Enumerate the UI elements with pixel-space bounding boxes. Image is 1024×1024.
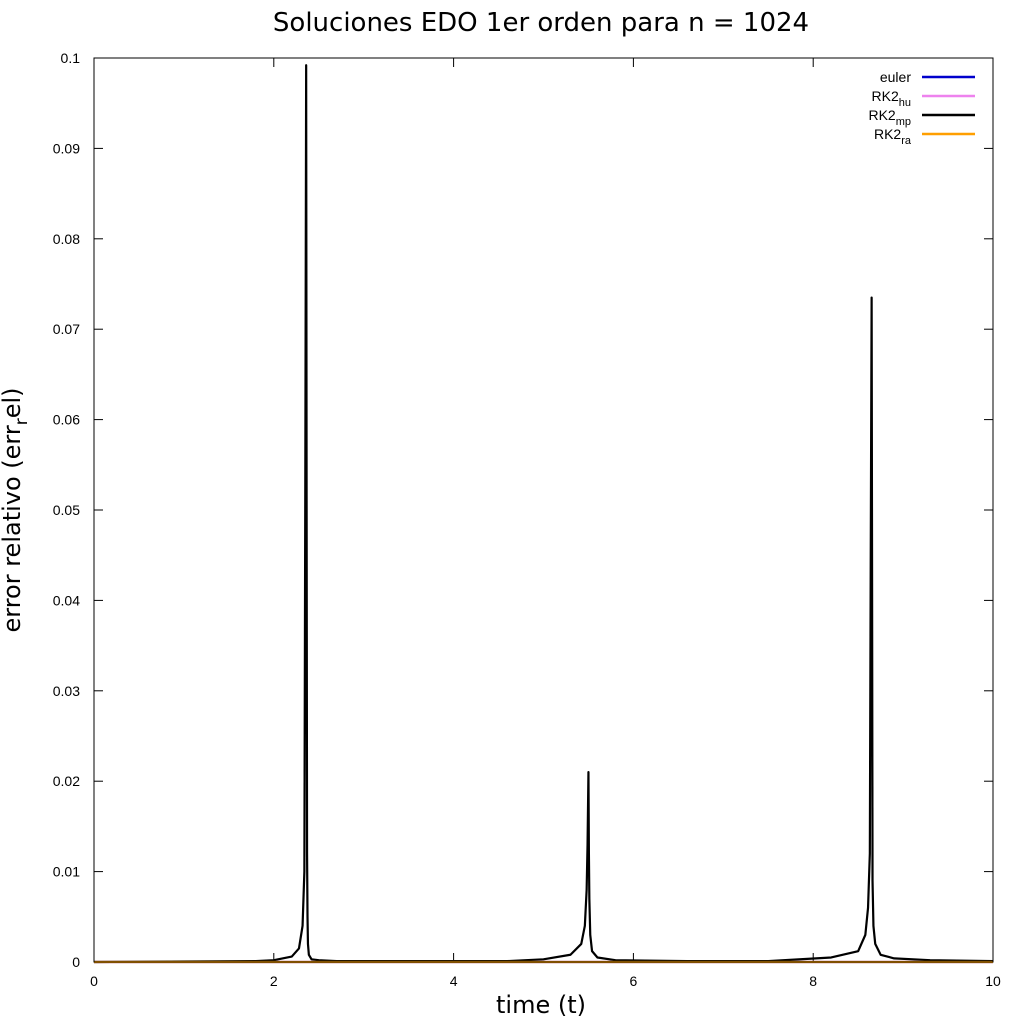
y-axis-label: error relativo (errrel) [0,387,32,632]
y-tick-label: 0.06 [53,412,80,428]
legend-label-name: euler [880,69,911,85]
y-tick-label: 0 [72,954,80,970]
legend-label-name: RK2 [868,107,895,123]
y-tick-label: 0.1 [61,50,81,66]
y-tick-label: 0.04 [53,592,80,608]
y-tick-label: 0.03 [53,683,80,699]
y-axis-label-sub: r [12,418,32,425]
legend-label-rk2-ra: RK2ra [874,126,912,147]
legend-label-name: RK2 [872,88,899,104]
legend-label-sub: mp [896,116,911,128]
series-line-rk2-mp [93,64,994,964]
x-tick-label: 10 [985,973,1001,989]
chart-title: Soluciones EDO 1er orden para n = 1024 [273,8,809,38]
legend-label-rk2-hu: RK2hu [872,88,911,109]
x-axis-ticks: 0 2 4 6 8 10 [90,58,1001,989]
legend-label-sub: hu [899,97,911,109]
legend-label-name: RK2 [874,126,901,142]
legend-label-euler: euler [880,69,911,85]
y-axis-label-main: error relativo (err [0,425,26,632]
y-tick-label: 0.09 [53,140,80,156]
y-tick-label: 0.01 [53,864,80,880]
x-tick-label: 8 [809,973,817,989]
legend-label-sub: ra [901,135,912,147]
x-axis-label: time (t) [496,991,586,1019]
y-tick-label: 0.02 [53,773,80,789]
x-tick-label: 2 [270,973,278,989]
x-tick-label: 4 [450,973,458,989]
y-tick-label: 0.05 [53,502,80,518]
y-axis-label-tail: el) [0,387,26,418]
legend-label-rk2-mp: RK2mp [868,107,911,128]
x-tick-label: 6 [630,973,638,989]
y-tick-label: 0.07 [53,321,80,337]
y-axis-ticks: 0 0.01 0.02 0.03 0.04 0.05 0.06 0.07 0.08 0.09 0.1 [53,50,993,970]
y-tick-label: 0.08 [53,231,80,247]
plot-frame [93,57,994,963]
x-tick-label: 0 [90,973,98,989]
series-layer [93,64,994,964]
